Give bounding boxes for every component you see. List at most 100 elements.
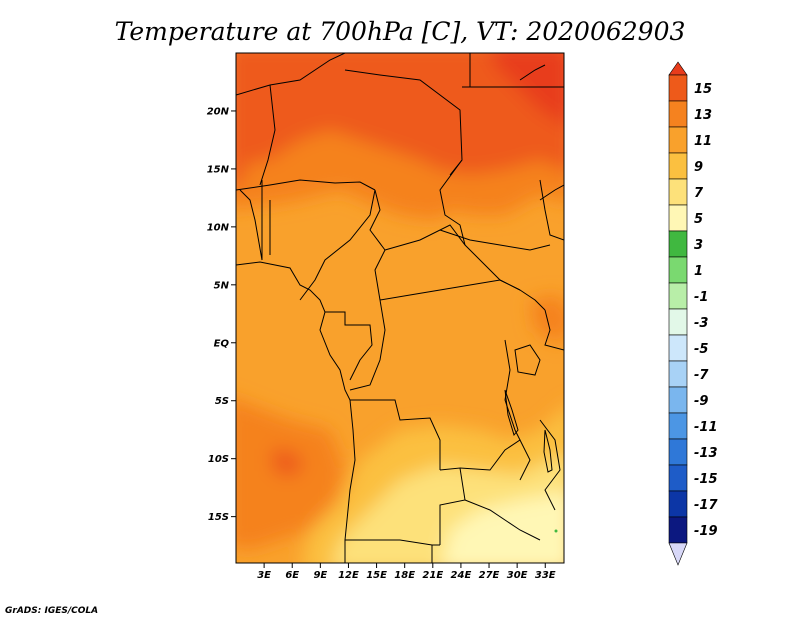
colorbar-swatch — [668, 438, 688, 466]
colorbar-label: -15 — [694, 472, 718, 487]
border-drc-angola — [350, 399, 441, 470]
border-drc-zambia — [459, 439, 531, 481]
x-tick-label: 3E — [257, 570, 271, 581]
chart-title: Temperature at 700hPa [C], VT: 202006290… — [115, 17, 686, 46]
border-cameroon-chad-car — [369, 189, 386, 301]
colorbar-swatch — [668, 516, 688, 544]
x-tick-label: 27E — [479, 570, 500, 581]
colorbar-swatch — [668, 412, 688, 440]
colorbar-swatch — [668, 126, 688, 154]
border-gabon-congo — [325, 311, 373, 381]
x-tick-label: 18E — [394, 570, 415, 581]
border-angola-namibia — [345, 539, 440, 546]
colorbar-swatch — [668, 152, 688, 180]
colorbar-swatch — [668, 256, 688, 284]
border-drc-east — [504, 339, 521, 441]
small-cold-spot — [554, 529, 558, 533]
border-ghana-togo-benin — [261, 180, 271, 260]
border-uganda-kenya — [544, 309, 564, 351]
colorbar-swatches — [668, 61, 688, 566]
coast-west-africa — [236, 261, 356, 563]
border-zambia-zimbabwe — [464, 499, 541, 541]
x-tick-label: 21E — [422, 570, 443, 581]
colorbar-label: 11 — [694, 134, 712, 149]
colorbar-label: 13 — [694, 108, 712, 123]
y-tick-label: 10S — [208, 454, 229, 465]
border-tanzania-mozambique — [539, 419, 561, 511]
lake-victoria — [514, 344, 541, 376]
border-sudan-south-sudan — [439, 229, 551, 251]
border-sudan-ethiopia — [539, 179, 564, 241]
border-car-sudan — [384, 224, 501, 281]
y-tick-label: 5N — [214, 280, 230, 291]
x-tick-label: 33E — [535, 570, 556, 581]
y-tick-label: 20N — [207, 106, 230, 117]
temperature-field — [236, 53, 564, 563]
colorbar-swatch — [668, 490, 688, 518]
colorbar-labels: 15 13 11 9 7 5 3 1 -1 -3 -5 -7 -9 -11 -13 -15 -17 -19 — [694, 82, 718, 539]
border-congo-drc — [349, 299, 386, 391]
colorbar-label: -19 — [694, 524, 718, 539]
colorbar-swatch — [668, 282, 688, 310]
colorbar-swatch — [668, 360, 688, 388]
colorbar-swatch — [668, 178, 688, 206]
lake-tanganyika — [504, 389, 519, 437]
y-tick-label: 15N — [207, 164, 230, 175]
x-tick-label: 30E — [507, 570, 528, 581]
colorbar-swatch — [668, 74, 688, 102]
y-tick-label: 10N — [207, 222, 230, 233]
colorbar-label: -9 — [694, 394, 708, 409]
y-axis: 20N 15N 10N 5N EQ 5S 10S 15S — [207, 106, 236, 523]
colorbar-top-arrow — [668, 61, 688, 76]
x-tick-label: 6E — [285, 570, 299, 581]
contour-3-southeast — [442, 492, 564, 563]
colorbar-label: 1 — [694, 264, 703, 279]
colorbar-swatch — [668, 464, 688, 492]
contour-13-southwest-spot — [272, 448, 305, 478]
y-tick-label: EQ — [214, 338, 230, 349]
lake-malawi — [543, 429, 553, 473]
colorbar-label: -7 — [694, 368, 709, 383]
colorbar-swatch — [668, 230, 688, 258]
border-guinea-mali-west — [239, 189, 263, 261]
x-tick-label: 24E — [451, 570, 472, 581]
colorbar-label: 7 — [694, 186, 704, 201]
colorbar-label: 3 — [694, 238, 703, 253]
country-borders — [236, 53, 564, 563]
colorbar: 15 13 11 9 7 5 3 1 -1 -3 -5 -7 -9 -11 -13 -15 -17 -19 — [668, 61, 718, 566]
colorbar-label: -1 — [694, 290, 708, 305]
grads-credit: GrADS: IGES/COLA — [5, 606, 98, 616]
colorbar-swatch — [668, 100, 688, 128]
border-mali-niger — [259, 84, 276, 186]
colorbar-label: -17 — [694, 498, 718, 513]
x-tick-label: 15E — [366, 570, 387, 581]
contour-13-northwest — [236, 53, 315, 187]
contour-13-north — [236, 53, 564, 175]
contour-15-northeast — [492, 53, 564, 125]
colorbar-bottom-arrow — [668, 542, 688, 566]
colorbar-label: 15 — [694, 82, 712, 97]
y-tick-label: 5S — [215, 396, 229, 407]
x-tick-label: 9E — [313, 570, 327, 581]
x-tick-label: 12E — [338, 570, 359, 581]
colorbar-swatch — [668, 386, 688, 414]
border-niger-nigeria — [236, 179, 376, 191]
colorbar-swatch — [668, 334, 688, 362]
colorbar-label: 9 — [694, 160, 703, 175]
red-sea-coast — [519, 64, 564, 201]
colorbar-label: -3 — [694, 316, 708, 331]
map-frame — [235, 52, 565, 564]
colorbar-label: -11 — [694, 420, 718, 435]
x-axis: 3E 6E 9E 12E 15E 18E 21E 24E 27E 30E 33E — [257, 563, 556, 581]
colorbar-swatch — [668, 204, 688, 232]
border-chad-sudan — [439, 159, 466, 246]
border-algeria-niger — [236, 53, 346, 96]
colorbar-swatch — [668, 308, 688, 336]
colorbar-label: -13 — [694, 446, 718, 461]
y-tick-label: 15S — [208, 512, 229, 523]
border-south-sudan-uganda — [499, 279, 546, 311]
border-nigeria-cameroon — [299, 189, 376, 301]
colorbar-label: 5 — [694, 212, 703, 227]
colorbar-label: -5 — [694, 342, 708, 357]
